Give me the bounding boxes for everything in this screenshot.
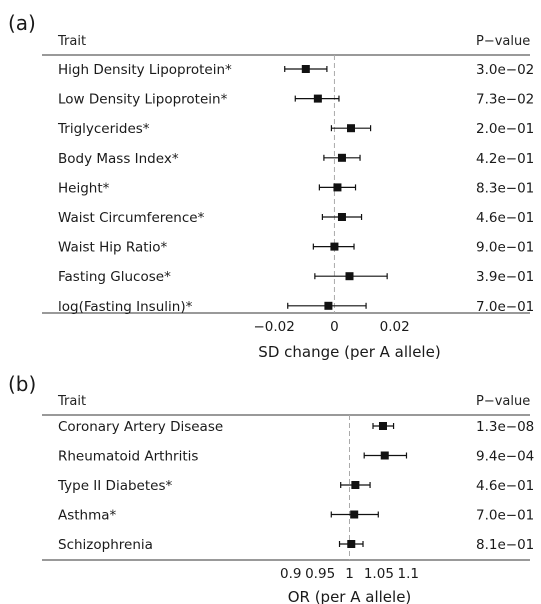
point-estimate [330,242,339,251]
x-tick-label: 0.95 [305,566,335,582]
x-tick-label: 1.1 [398,566,419,582]
pvalue-column-header: P−value [476,394,530,409]
point-estimate [378,422,387,430]
pvalue-label: 8.3e−01 [476,180,534,196]
trait-label: Coronary Artery Disease [58,419,223,435]
pvalue-label: 2.0e−01 [476,121,534,137]
trait-label: Rheumatoid Arthritis [58,449,198,465]
point-estimate [301,65,310,73]
pvalue-label: 3.0e−02 [476,62,534,78]
pvalue-label: 4.2e−01 [476,151,534,167]
point-estimate [350,510,359,519]
trait-label: High Density Lipoprotein* [58,62,232,78]
x-axis-label: OR (per A allele) [288,588,412,604]
pvalue-label: 3.9e−01 [476,269,534,285]
x-tick-label: 1 [345,566,354,582]
pvalue-label: 9.0e−01 [476,240,534,256]
point-estimate [333,183,342,192]
point-estimate [351,481,360,489]
x-tick-label: 0 [330,319,339,335]
pvalue-label: 9.4e−04 [476,449,534,465]
pvalue-label: 4.6e−01 [476,478,534,494]
pvalue-label: 7.3e−02 [476,92,534,108]
trait-label: log(Fasting Insulin)* [58,299,193,315]
trait-column-header: Trait [57,394,86,409]
panel-label: (b) [8,372,36,396]
trait-label: Asthma* [58,508,117,524]
panel-label: (a) [8,11,36,35]
trait-label: Fasting Glucose* [58,269,171,285]
point-estimate [313,94,322,103]
point-estimate [347,540,356,548]
trait-label: Waist Hip Ratio* [58,240,168,256]
x-tick-label: 0.9 [280,566,301,582]
trait-label: Schizophrenia [58,537,153,553]
point-estimate [347,124,356,133]
point-estimate [345,272,354,281]
x-tick-label: 1.05 [364,566,394,582]
point-estimate [380,451,389,460]
x-tick-label: 0.02 [380,319,410,335]
pvalue-label: 8.1e−01 [476,537,534,553]
trait-label: Triglycerides* [57,121,150,137]
pvalue-column-header: P−value [476,34,530,49]
trait-label: Waist Circumference* [58,210,205,226]
point-estimate [337,153,346,162]
x-axis-label: SD change (per A allele) [258,343,440,361]
pvalue-label: 1.3e−08 [476,419,534,435]
x-tick-label: −0.02 [253,319,294,335]
pvalue-label: 4.6e−01 [476,210,534,226]
trait-label: Body Mass Index* [58,151,179,167]
trait-label: Type II Diabetes* [57,478,172,494]
point-estimate [337,213,346,221]
pvalue-label: 7.0e−01 [476,299,534,315]
pvalue-label: 7.0e−01 [476,508,534,524]
trait-label: Low Density Lipoprotein* [58,92,228,108]
trait-label: Height* [58,180,110,196]
point-estimate [324,301,333,310]
trait-column-header: Trait [57,34,86,49]
